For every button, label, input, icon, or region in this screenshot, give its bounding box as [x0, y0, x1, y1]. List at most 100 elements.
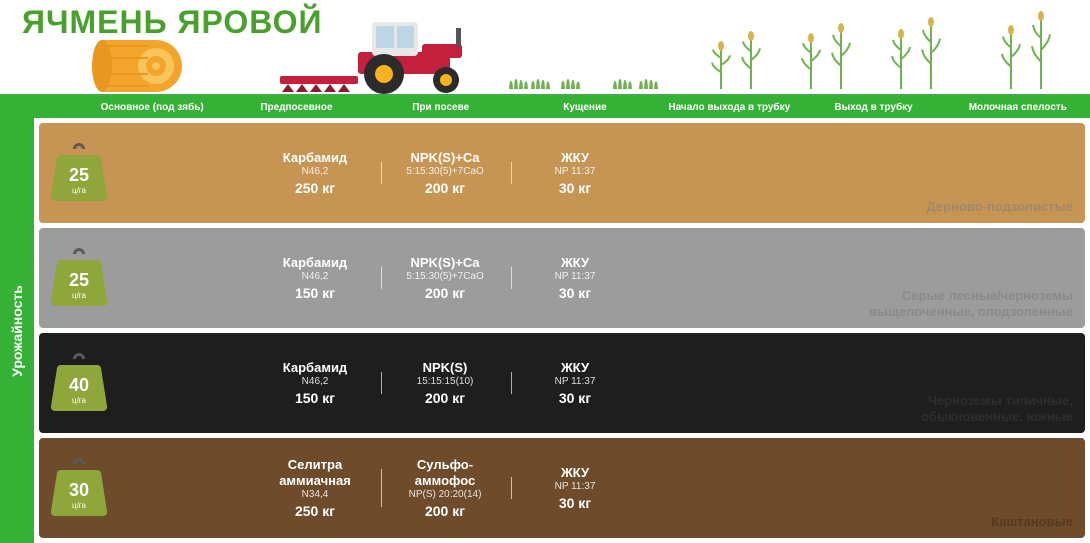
- plant-icon: [890, 29, 912, 94]
- soil-row: 40 ц/га КарбамидN46,2150 кгNPK(S)15:15:1…: [39, 333, 1085, 433]
- page-title: ЯЧМЕНЬ ЯРОВОЙ: [22, 4, 323, 41]
- product-formula: 5:15:30(5)+7CaO: [385, 270, 505, 283]
- product-name: Карбамид: [255, 150, 375, 166]
- soil-type-label: Дерново-подзолистые: [927, 199, 1073, 215]
- svg-text:25: 25: [69, 270, 89, 290]
- product-amount: 200 кг: [385, 390, 505, 406]
- stage-header-row: Основное (под зябь)ПредпосевноеПри посев…: [0, 96, 1090, 118]
- product-formula: NP 11:37: [515, 375, 635, 388]
- fertilizer-cell: Селитра аммиачнаяN34,4 250 кг: [249, 451, 379, 525]
- fertilizer-cell: ЖКУNP 11:37 30 кг: [509, 249, 639, 308]
- plant-icon: [920, 17, 942, 94]
- illustration-header: ЯЧМЕНЬ ЯРОВОЙ: [0, 0, 1090, 96]
- product-formula: 5:15:30(5)+7CaO: [385, 165, 505, 178]
- fertilizer-cell: [119, 377, 249, 389]
- stage-header-col: Молочная спелость: [946, 102, 1090, 113]
- product-amount: 150 кг: [255, 390, 375, 406]
- stage-header-col: Основное (под зябь): [80, 102, 224, 113]
- product-amount: 200 кг: [385, 503, 505, 519]
- product-name: ЖКУ: [515, 360, 635, 376]
- svg-text:25: 25: [69, 165, 89, 185]
- plant-icon: [830, 23, 852, 94]
- stage-header-col: Выход в трубку: [801, 102, 945, 113]
- product-formula: N46,2: [255, 375, 375, 388]
- product-formula: N46,2: [255, 270, 375, 283]
- fertilizer-cell: [119, 482, 249, 494]
- fertilizer-cell: NPK(S)15:15:15(10)200 кг: [379, 354, 509, 413]
- yield-weight-cell: 25 ц/га: [39, 228, 119, 328]
- svg-text:ц/га: ц/га: [72, 501, 87, 510]
- svg-text:40: 40: [69, 375, 89, 395]
- product-name: ЖКУ: [515, 150, 635, 166]
- product-formula: NP 11:37: [515, 270, 635, 283]
- product-name: Карбамид: [255, 255, 375, 271]
- fertilizer-cell: [119, 272, 249, 284]
- fertilizer-cell: ЖКУNP 11:37 30 кг: [509, 144, 639, 203]
- fertilizer-cell: Сульфо- аммофосNP(S) 20:20(14) 200 кг: [379, 451, 509, 525]
- grass-icon: [610, 67, 634, 94]
- soil-row: 30 ц/га Селитра аммиачнаяN34,4250 кгСуль…: [39, 438, 1085, 538]
- svg-text:ц/га: ц/га: [72, 186, 87, 195]
- product-name: ЖКУ: [515, 255, 635, 271]
- fertilizer-cell: [119, 167, 249, 179]
- fertilizer-cell: ЖКУNP 11:37 30 кг: [509, 459, 639, 518]
- stage-header-col: Кущение: [513, 102, 657, 113]
- product-formula: NP 11:37: [515, 480, 635, 493]
- product-name: ЖКУ: [515, 465, 635, 481]
- product-amount: 30 кг: [515, 285, 635, 301]
- plant-icon: [740, 31, 762, 94]
- soil-row: 25 ц/га КарбамидN46,2150 кгNPK(S)+Ca5:15…: [39, 228, 1085, 328]
- product-name: NPK(S)+Ca: [385, 150, 505, 166]
- product-name: NPK(S)+Ca: [385, 255, 505, 271]
- fertilizer-cell: NPK(S)+Ca5:15:30(5)+7CaO 200 кг: [379, 144, 509, 203]
- plant-icon: [800, 33, 822, 94]
- product-amount: 150 кг: [255, 285, 375, 301]
- product-name: Карбамид: [255, 360, 375, 376]
- plant-icon: [1030, 11, 1052, 94]
- fertilizer-cell: NPK(S)+Ca5:15:30(5)+7CaO 200 кг: [379, 249, 509, 308]
- body-area: Урожайность 25 ц/га КарбамидN46,2250 кгN…: [0, 118, 1090, 543]
- product-amount: 250 кг: [255, 180, 375, 196]
- tractor-icon: [280, 16, 480, 94]
- soil-row: 25 ц/га КарбамидN46,2250 кгNPK(S)+Ca5:15…: [39, 123, 1085, 223]
- fertilizer-cell: ЖКУNP 11:37 30 кг: [509, 354, 639, 413]
- product-amount: 250 кг: [255, 503, 375, 519]
- product-amount: 30 кг: [515, 180, 635, 196]
- stage-header-col: Предпосевное: [224, 102, 368, 113]
- grass-icon: [558, 67, 582, 94]
- svg-text:30: 30: [69, 480, 89, 500]
- fertilizer-cell: КарбамидN46,2 250 кг: [249, 144, 379, 203]
- fertilizer-cell: КарбамидN46,2 150 кг: [249, 354, 379, 413]
- svg-text:ц/га: ц/га: [72, 396, 87, 405]
- plant-icon: [1000, 25, 1022, 94]
- grass-icon: [506, 67, 530, 94]
- ground-line: [0, 94, 1090, 96]
- plant-icon: [710, 41, 732, 94]
- fertilizer-columns: Селитра аммиачнаяN34,4250 кгСульфо- аммо…: [119, 438, 1085, 538]
- soil-type-label: Серые лесные/черноземы выщелоченные, опо…: [869, 288, 1073, 321]
- product-formula: N34,4: [255, 488, 375, 501]
- product-amount: 30 кг: [515, 390, 635, 406]
- product-amount: 200 кг: [385, 180, 505, 196]
- yield-sidebar-label: Урожайность: [9, 285, 25, 377]
- svg-text:ц/га: ц/га: [72, 291, 87, 300]
- yield-weight-cell: 30 ц/га: [39, 438, 119, 538]
- product-name: Сульфо- аммофос: [385, 457, 505, 488]
- hay-bale-icon: [90, 38, 182, 94]
- soil-type-label: Каштановые: [991, 514, 1073, 530]
- product-formula: NP 11:37: [515, 165, 635, 178]
- rows-wrap: 25 ц/га КарбамидN46,2250 кгNPK(S)+Ca5:15…: [34, 118, 1090, 543]
- grass-icon: [636, 67, 660, 94]
- product-formula: NP(S) 20:20(14): [385, 488, 505, 501]
- soil-type-label: Черноземы типичные, обыкновенные, южные: [921, 393, 1073, 426]
- yield-sidebar: Урожайность: [0, 118, 34, 543]
- product-amount: 200 кг: [385, 285, 505, 301]
- product-formula: N46,2: [255, 165, 375, 178]
- stage-header-col: При посеве: [369, 102, 513, 113]
- grass-icon: [528, 67, 552, 94]
- yield-weight-cell: 40 ц/га: [39, 333, 119, 433]
- product-amount: 30 кг: [515, 495, 635, 511]
- yield-weight-cell: 25 ц/га: [39, 123, 119, 223]
- product-formula: 15:15:15(10): [385, 375, 505, 388]
- product-name: Селитра аммиачная: [255, 457, 375, 488]
